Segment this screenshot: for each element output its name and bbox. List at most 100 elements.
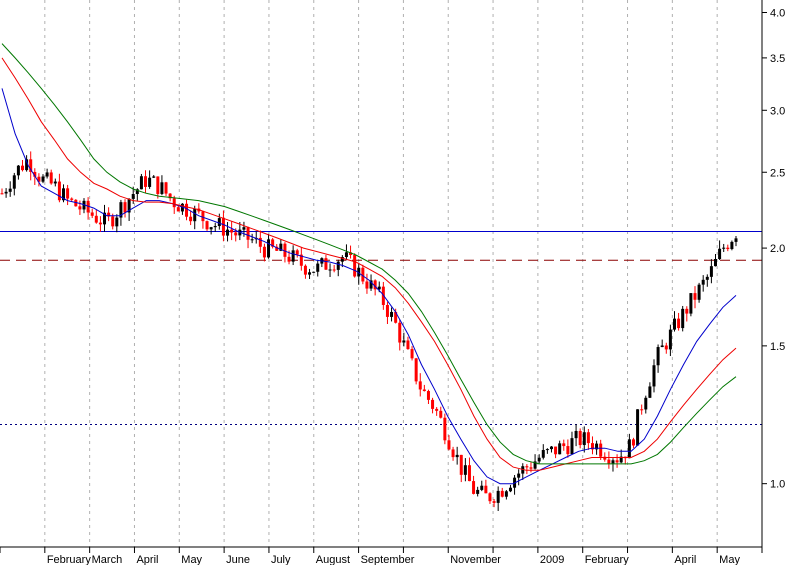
- candle-body: [664, 345, 668, 350]
- x-tick-label: March: [92, 554, 123, 565]
- candle-body: [504, 491, 508, 497]
- candle-body: [271, 239, 275, 247]
- candle-body: [422, 389, 426, 392]
- candle-body: [373, 280, 377, 290]
- ma-blue-line: [1, 88, 737, 485]
- candle-body: [139, 176, 143, 190]
- candle-body: [476, 489, 480, 494]
- candle-body: [668, 329, 672, 350]
- candle-body: [230, 229, 234, 233]
- candle-body: [439, 410, 443, 418]
- x-tick-label: July: [271, 554, 291, 565]
- candle-body: [595, 443, 599, 450]
- candle-body: [435, 408, 439, 411]
- candle-body: [447, 440, 451, 450]
- y-tick-label: 1.5: [770, 341, 785, 353]
- candle-body: [156, 176, 160, 194]
- x-tick-labels: February March April May June July August Septe…: [47, 554, 741, 565]
- candle-body: [562, 443, 566, 447]
- candle-body: [70, 198, 74, 200]
- candle-body: [115, 217, 119, 227]
- candle-body: [537, 457, 541, 462]
- candle-body: [615, 460, 619, 463]
- candle-body: [685, 308, 689, 314]
- candle-body: [574, 430, 578, 439]
- candle-body: [57, 181, 61, 201]
- candle-body: [193, 208, 197, 222]
- candle-body: [275, 246, 279, 251]
- candle-body: [660, 345, 664, 348]
- candle-body: [111, 216, 115, 227]
- candle-body: [308, 272, 312, 275]
- candle-body: [492, 501, 496, 503]
- x-tick-label: February: [47, 554, 92, 565]
- candle-body: [98, 222, 102, 225]
- candle-body: [49, 172, 53, 184]
- candle-body: [340, 257, 344, 262]
- candle-body: [611, 460, 615, 464]
- candle-body: [722, 247, 726, 249]
- candle-body: [258, 237, 262, 247]
- candle-body: [467, 465, 471, 482]
- candle-body: [631, 439, 635, 446]
- candle-body: [37, 176, 41, 182]
- candle-body: [730, 241, 734, 250]
- candle-body: [529, 467, 533, 469]
- candle-body: [135, 189, 139, 195]
- x-tick-label: April: [674, 554, 696, 565]
- candle-body: [472, 481, 476, 494]
- candle-body: [160, 182, 164, 194]
- candle-body: [33, 171, 37, 177]
- candle-body: [185, 203, 189, 217]
- candle-body: [209, 227, 213, 230]
- candle-body: [406, 340, 410, 350]
- candle-body: [25, 159, 29, 171]
- candle-body: [21, 165, 25, 171]
- candle-body: [336, 261, 340, 270]
- ma-red-line: [1, 57, 737, 471]
- candle-body: [172, 198, 176, 208]
- candle-body: [344, 252, 348, 258]
- candle-body: [78, 206, 82, 210]
- candle-body: [599, 443, 603, 457]
- candle-body: [217, 218, 221, 227]
- x-tick-label: February: [585, 554, 630, 565]
- y-tick-label: 3.5: [770, 53, 785, 65]
- candle-body: [451, 449, 455, 458]
- candle-body: [328, 269, 332, 271]
- candle-body: [619, 456, 623, 463]
- candle-body: [726, 247, 730, 250]
- candle-body: [627, 439, 631, 459]
- candle-body: [431, 399, 435, 409]
- candle-body: [176, 207, 180, 212]
- candle-body: [570, 438, 574, 455]
- candle-body: [480, 485, 484, 490]
- candle-body: [226, 229, 230, 236]
- candle-body: [168, 193, 172, 199]
- candle-body: [74, 199, 78, 207]
- candle-body: [410, 349, 414, 359]
- candle-body: [644, 397, 648, 410]
- candle-body: [365, 281, 369, 289]
- candle-body: [16, 165, 20, 176]
- candle-body: [295, 250, 299, 255]
- candle-body: [709, 266, 713, 277]
- candle-body: [357, 267, 361, 277]
- x-tick-label: August: [316, 554, 350, 565]
- x-tick-label: June: [226, 554, 250, 565]
- candle-body: [205, 221, 209, 230]
- candle-body: [414, 358, 418, 382]
- candle-body: [377, 286, 381, 290]
- candle-body: [394, 311, 398, 323]
- candle-body: [246, 227, 250, 240]
- candle-body: [127, 198, 131, 213]
- candle-body: [332, 269, 336, 271]
- candle-body: [697, 284, 701, 300]
- candle-body: [677, 318, 681, 329]
- candle-body: [90, 212, 94, 216]
- reference-lines: [0, 231, 762, 426]
- candle-body: [549, 446, 553, 450]
- candle-body: [484, 485, 488, 494]
- candle-body: [734, 238, 738, 242]
